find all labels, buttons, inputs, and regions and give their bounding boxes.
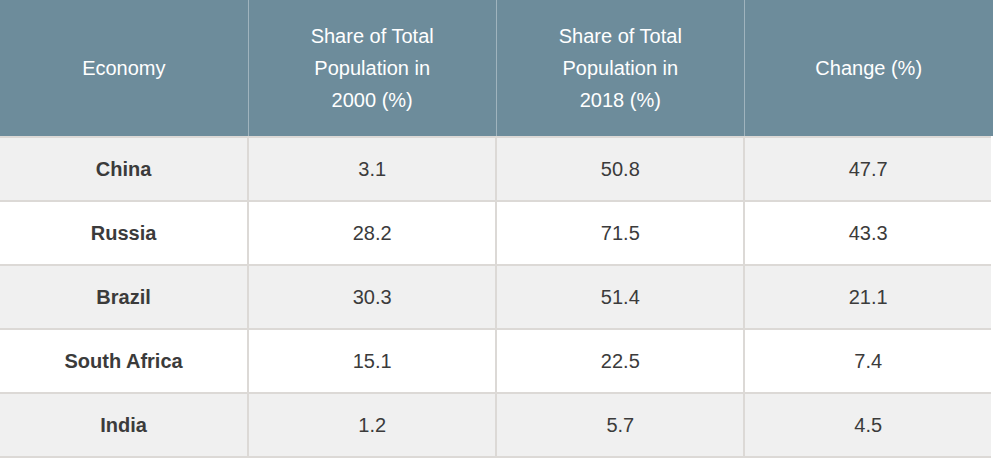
header-label: Share of Total: [517, 20, 724, 52]
economy-cell: China: [0, 137, 248, 201]
share-2000-cell: 30.3: [248, 265, 496, 329]
population-share-table: Economy Share of Total Population in 200…: [0, 0, 994, 458]
header-label: Change (%): [765, 52, 973, 84]
economy-cell: South Africa: [0, 329, 248, 393]
table-row-south-africa: South Africa 15.1 22.5 7.4: [0, 329, 993, 393]
change-cell: 47.7: [744, 137, 992, 201]
change-cell: 7.4: [744, 329, 992, 393]
share-2018-cell: 71.5: [496, 201, 744, 265]
header-row: Economy Share of Total Population in 200…: [0, 0, 993, 137]
table-header: Economy Share of Total Population in 200…: [0, 0, 993, 137]
share-2000-cell: 3.1: [248, 137, 496, 201]
economy-cell: India: [0, 393, 248, 457]
header-cell-economy: Economy: [0, 0, 248, 137]
share-2000-cell: 1.2: [248, 393, 496, 457]
share-2018-cell: 51.4: [496, 265, 744, 329]
share-2018-cell: 5.7: [496, 393, 744, 457]
economy-cell: Brazil: [0, 265, 248, 329]
header-cell-share-2018: Share of Total Population in 2018 (%): [496, 0, 744, 137]
table-body: China 3.1 50.8 47.7 Russia 28.2 71.5 43.…: [0, 137, 993, 457]
share-2018-cell: 50.8: [496, 137, 744, 201]
change-cell: 21.1: [744, 265, 992, 329]
table-row-china: China 3.1 50.8 47.7: [0, 137, 993, 201]
header-cell-share-2000: Share of Total Population in 2000 (%): [248, 0, 496, 137]
header-label: Share of Total: [269, 20, 476, 52]
table-row-brazil: Brazil 30.3 51.4 21.1: [0, 265, 993, 329]
header-label: Economy: [20, 52, 228, 84]
share-2000-cell: 15.1: [248, 329, 496, 393]
change-cell: 43.3: [744, 201, 992, 265]
share-2018-cell: 22.5: [496, 329, 744, 393]
header-cell-change: Change (%): [744, 0, 992, 137]
population-share-table-container: Economy Share of Total Population in 200…: [0, 0, 994, 458]
economy-cell: Russia: [0, 201, 248, 265]
share-2000-cell: 28.2: [248, 201, 496, 265]
table-row-russia: Russia 28.2 71.5 43.3: [0, 201, 993, 265]
table-row-india: India 1.2 5.7 4.5: [0, 393, 993, 457]
change-cell: 4.5: [744, 393, 992, 457]
